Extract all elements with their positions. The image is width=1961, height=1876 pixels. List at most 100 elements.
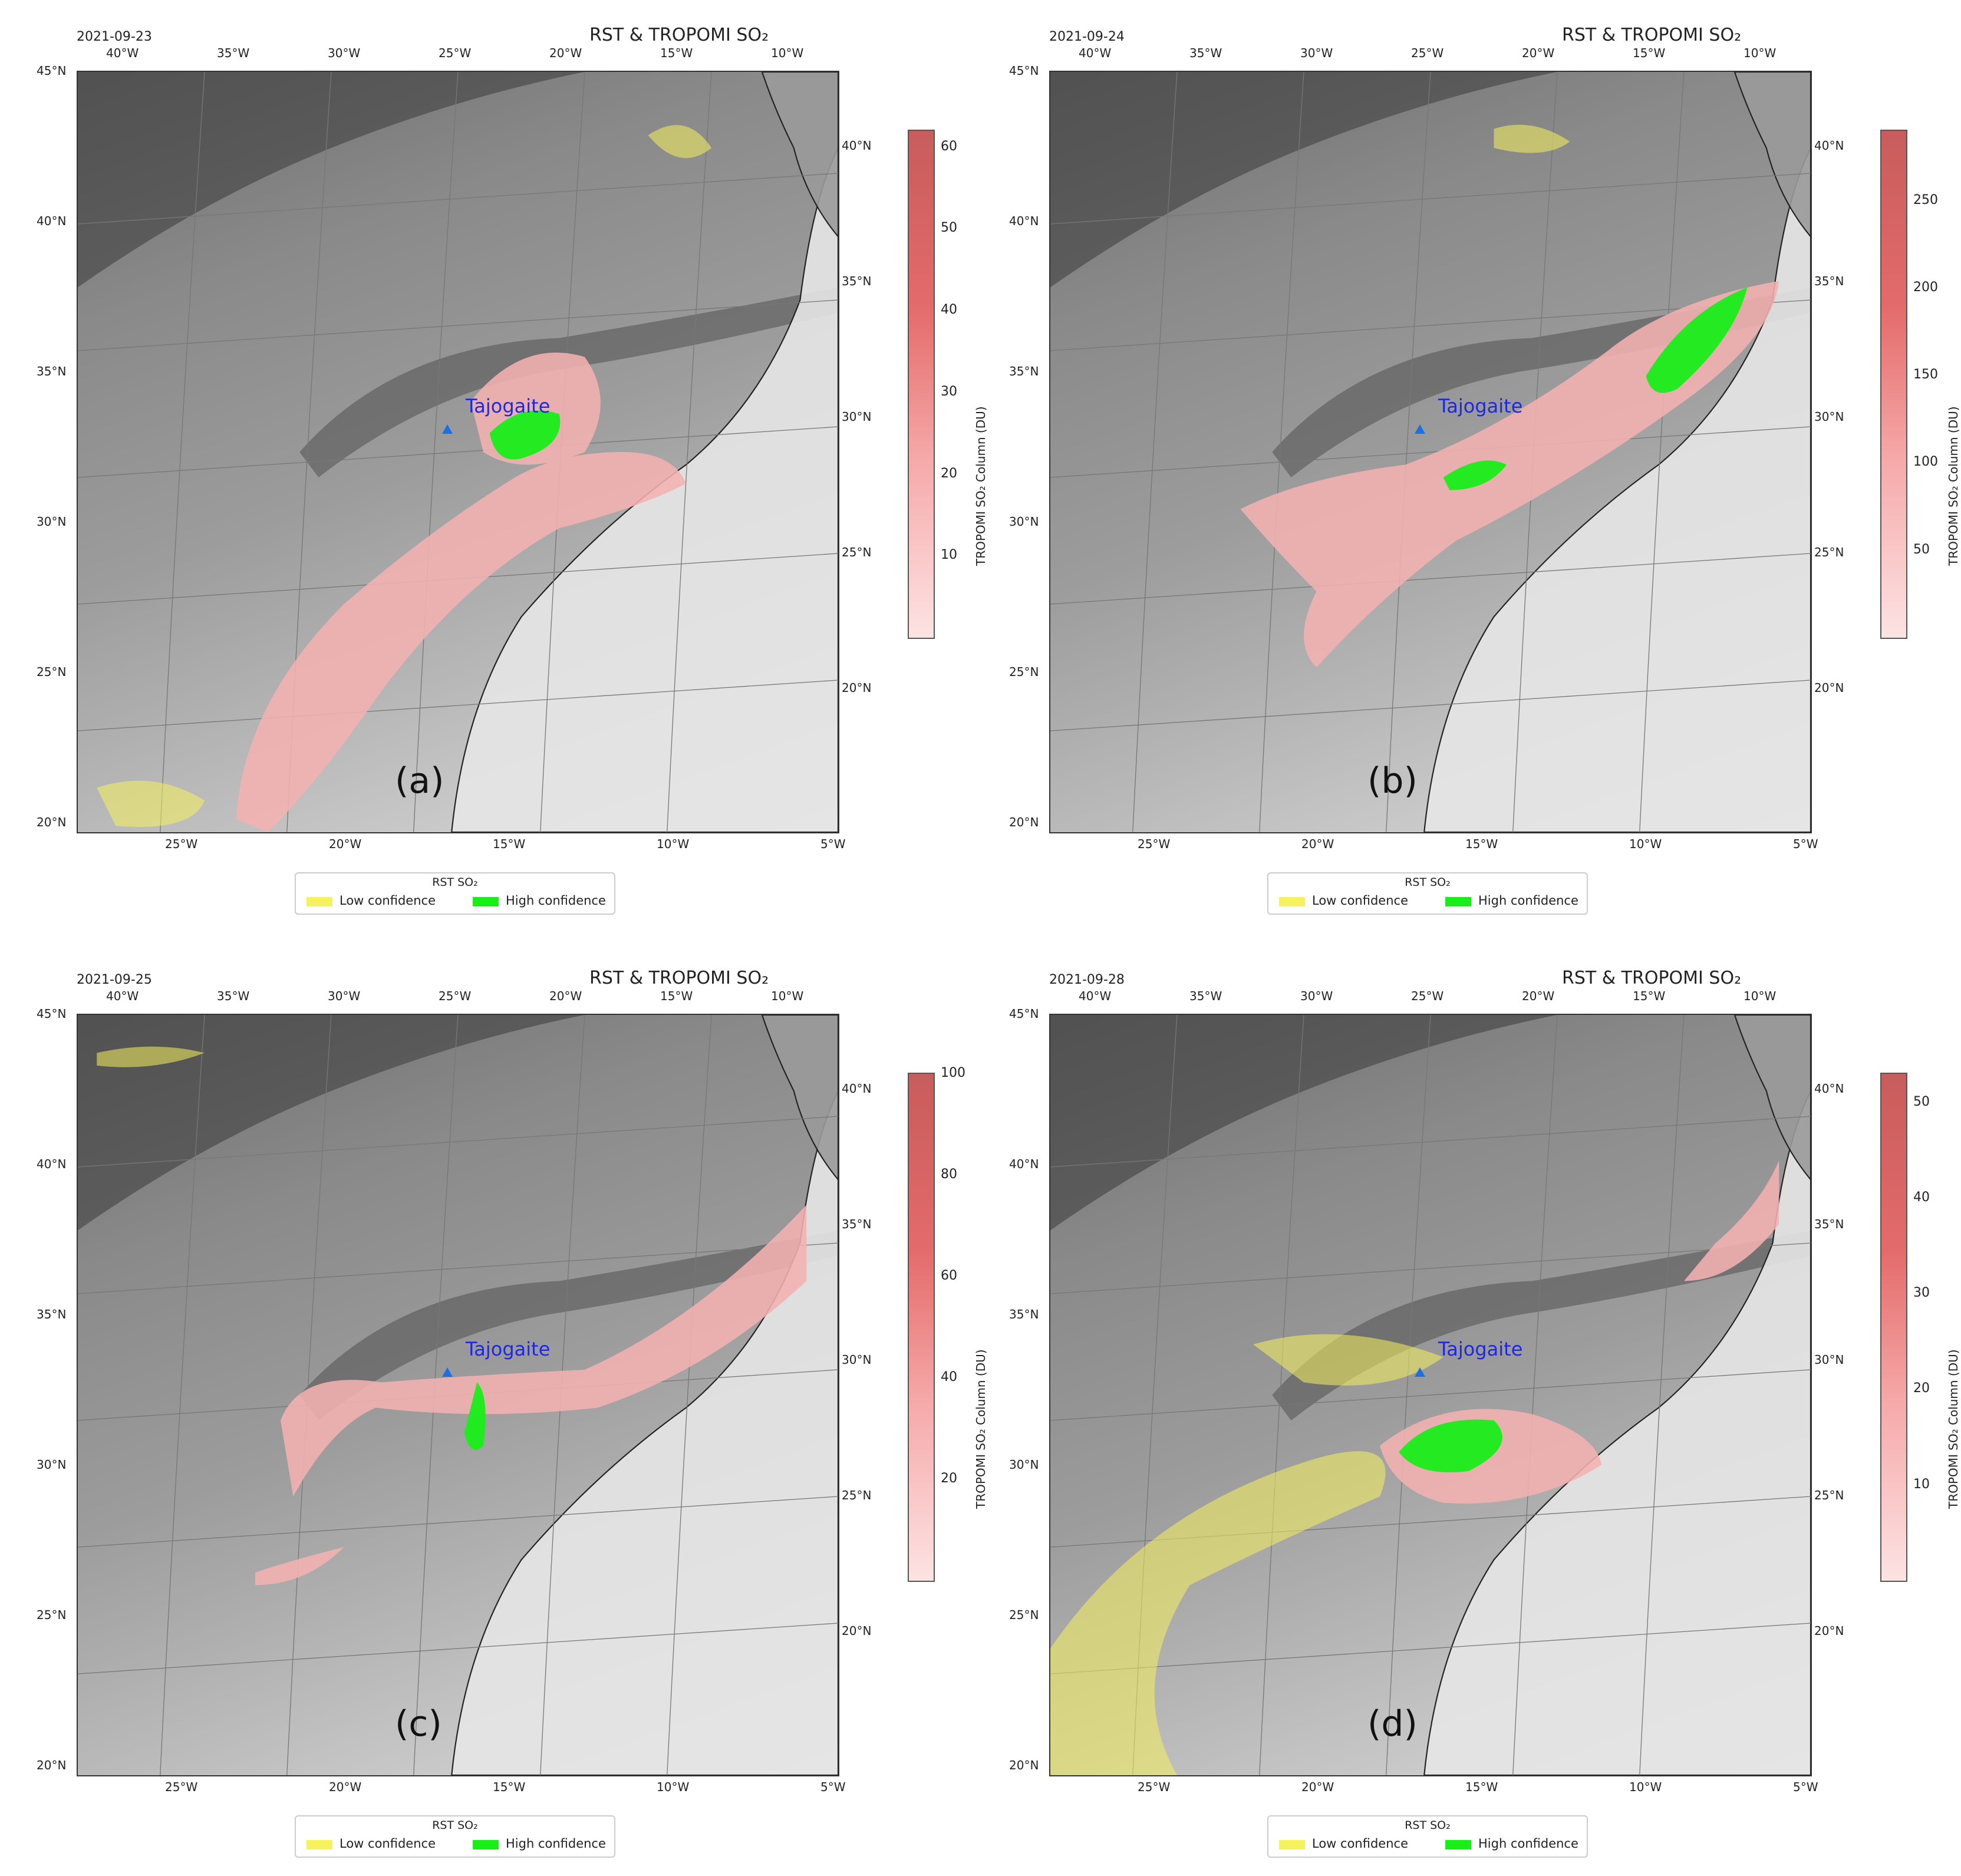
panel-letter: (b) [1367,760,1418,802]
graticule-parallel [1050,1116,1811,1168]
graticule-meridian [667,1015,712,1775]
top-lon-tick: 35°W [217,989,250,1003]
left-lat-tick: 40°N [1009,214,1039,228]
bottom-lon-tick: 15°W [1465,1780,1498,1794]
left-lat-tick: 25°N [1009,1608,1039,1622]
panel-title: RST & TROPOMI SO₂ [1562,968,1742,988]
graticule-meridian [160,1015,205,1775]
high-confidence-label: High confidence [1478,1837,1578,1851]
top-lon-tick: 40°W [1079,989,1112,1003]
graticule-parallel [1050,680,1811,731]
right-lat-tick: 35°N [842,1217,872,1231]
satellite-map [77,71,839,833]
land-iberia [1733,72,1811,238]
right-lat-tick: 20°N [842,1624,872,1638]
colorbar-tick: 20 [1913,1381,1930,1396]
bottom-lon-tick: 15°W [1465,837,1498,851]
low-confidence-swatch [1279,897,1305,906]
left-lat-tick: 25°N [37,665,67,679]
land-iberia [1733,1015,1811,1181]
colorbar [1880,130,1907,639]
top-lon-tick: 20°W [1522,46,1555,60]
cloud-front [299,1230,838,1420]
land-iberia [761,72,838,238]
left-lat-tick: 20°N [1009,1758,1039,1772]
bottom-lon-tick: 20°W [329,837,362,851]
legend-title: RST SO₂ [432,1819,478,1832]
cloud-band [1050,1015,1557,1231]
low-confidence-swatch [306,897,332,906]
graticule-meridian [1639,72,1685,832]
left-lat-tick: 45°N [37,1007,67,1021]
colorbar-tick: 40 [941,1370,957,1384]
colorbar-tick: 100 [1913,454,1938,470]
bottom-lon-tick: 10°W [657,837,690,851]
land-africa [451,1090,838,1775]
top-lon-tick: 10°W [1744,46,1777,60]
panel-letter: (a) [395,760,444,802]
high-confidence-swatch [473,897,499,906]
left-lat-tick: 40°N [1009,1157,1039,1171]
right-lat-tick: 25°N [842,1488,872,1502]
bottom-lon-tick: 20°W [1301,1780,1334,1794]
left-lat-tick: 20°N [1009,815,1039,829]
rst-legend: RST SO₂ Low confidence High confidence [295,872,615,915]
top-lon-tick: 30°W [328,46,361,60]
satellite-map [77,1014,839,1776]
graticule-parallel [78,680,838,731]
colorbar-tick: 40 [941,302,957,318]
bottom-lon-tick: 25°W [165,1780,198,1794]
left-lat-tick: 45°N [1009,1007,1039,1021]
top-lon-tick: 35°W [217,46,250,60]
rst-legend: RST SO₂ Low confidence High confidence [1267,1815,1588,1858]
volcano-label: Tajogaite [466,1338,551,1360]
right-lat-tick: 20°N [1814,1624,1844,1638]
colorbar-tick: 50 [1913,1094,1930,1109]
left-lat-tick: 35°N [37,1307,67,1321]
left-lat-tick: 20°N [37,815,67,829]
left-lat-tick: 40°N [37,1157,67,1171]
top-lon-tick: 40°W [106,46,139,60]
tropomi-so2-plume [1380,1160,1779,1504]
low-confidence-swatch [306,1840,332,1849]
top-lon-tick: 10°W [1744,989,1777,1003]
low-confidence-label: Low confidence [340,1837,436,1851]
volcano-triangle-icon [1415,1367,1425,1377]
tropomi-so2-plume [1240,281,1779,668]
cloud-band [1050,72,1557,288]
panel-date: 2021-09-28 [1049,972,1125,987]
bottom-lon-tick: 5°W [1793,1780,1818,1794]
colorbar-tick: 150 [1913,367,1938,383]
graticule-meridian [1639,1015,1685,1775]
high-confidence-label: High confidence [506,894,606,908]
colorbar-tick: 10 [941,548,957,563]
left-lat-tick: 35°N [37,364,67,378]
low-confidence-label: Low confidence [340,894,436,908]
left-lat-tick: 45°N [1009,64,1039,78]
panel-title: RST & TROPOMI SO₂ [589,968,769,988]
graticule-parallel [1050,553,1811,605]
volcano-label: Tajogaite [1438,395,1523,417]
panel-date: 2021-09-23 [77,29,152,44]
tropomi-so2-plume [236,352,686,832]
tropomi-so2-plume [255,1205,807,1585]
panel-title: RST & TROPOMI SO₂ [589,25,769,45]
map-panel-d: 2021-09-28 RST & TROPOMI SO₂ Tajogaite (d) 4… [973,943,1960,1862]
top-lon-tick: 25°W [439,46,472,60]
cloud-front [299,287,838,477]
low-confidence-label: Low confidence [1312,1837,1408,1851]
rst-legend: RST SO₂ Low confidence High confidence [1267,872,1588,915]
bottom-lon-tick: 25°W [1138,1780,1171,1794]
top-lon-tick: 25°W [439,989,472,1003]
left-lat-tick: 30°N [37,515,67,529]
left-lat-tick: 30°N [1009,1458,1039,1472]
graticule-meridian [1512,1015,1558,1775]
map-panel-a: 2021-09-23 RST & TROPOMI SO₂ Tajogaite (a) 4… [0,0,988,919]
bottom-lon-tick: 20°W [1301,837,1334,851]
graticule-meridian [1259,1015,1304,1775]
top-lon-tick: 35°W [1189,46,1222,60]
top-lon-tick: 15°W [660,989,693,1003]
right-lat-tick: 25°N [842,545,872,559]
bottom-lon-tick: 20°W [329,1780,362,1794]
volcano-label: Tajogaite [1438,1338,1523,1360]
